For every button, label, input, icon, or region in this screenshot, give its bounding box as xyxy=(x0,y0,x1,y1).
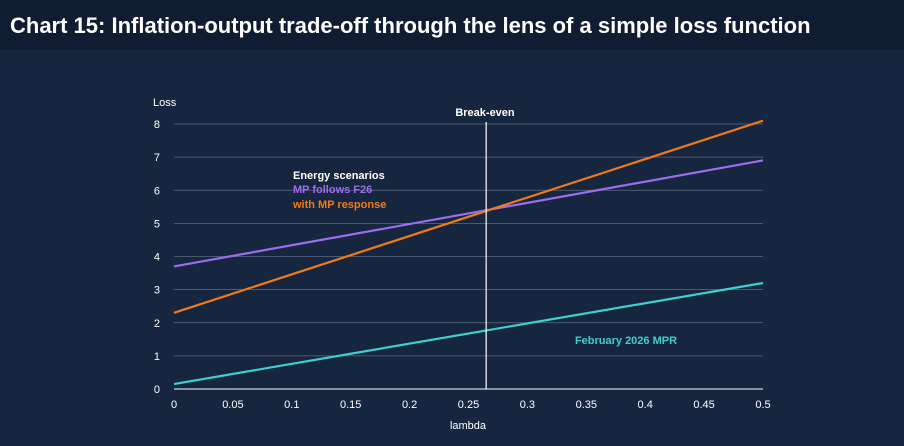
y-tick-label: 6 xyxy=(154,185,160,197)
gridlines xyxy=(174,123,763,390)
x-tick-label: 0.4 xyxy=(638,399,653,411)
series-line-february-2026-mpr xyxy=(173,281,764,386)
legend: Energy scenarios MP follows F26 with MP … xyxy=(292,170,386,211)
y-tick-label: 1 xyxy=(154,351,160,363)
legend-entry-mp-follows: MP follows F26 xyxy=(293,184,372,196)
x-tick-label: 0.05 xyxy=(222,399,243,411)
x-axis-label: lambda xyxy=(450,420,487,432)
x-tick-label: 0.2 xyxy=(402,399,417,411)
y-tick-label: 3 xyxy=(154,285,160,297)
break-even-label: Break-even xyxy=(455,107,515,119)
y-tick-label: 0 xyxy=(154,384,160,396)
y-tick-label: 7 xyxy=(154,152,160,164)
x-tick-label: 0.5 xyxy=(755,399,770,411)
y-tick-label: 5 xyxy=(154,218,160,230)
break-even-group: Break-even xyxy=(455,107,515,389)
x-tick-label: 0.35 xyxy=(576,399,597,411)
series xyxy=(173,119,764,386)
annotation-february-mpr: February 2026 MPR xyxy=(575,335,677,347)
x-tick-label: 0 xyxy=(171,399,177,411)
x-tick-label: 0.1 xyxy=(284,399,299,411)
x-tick-label: 0.3 xyxy=(520,399,535,411)
y-axis-label: Loss xyxy=(153,97,177,109)
x-tick-label: 0.15 xyxy=(340,399,361,411)
series-line-mp-follows-f26 xyxy=(173,159,764,268)
axes: Loss lambda 0 1 2 3 4 5 6 7 8 0 0.05 0.1 0.15 0.2 0.25… xyxy=(153,97,771,432)
chart-area: Loss lambda 0 1 2 3 4 5 6 7 8 0 0.05 0.1 0.15 0.2 0.25… xyxy=(0,50,904,446)
annotations: February 2026 MPR xyxy=(575,335,677,347)
x-tick-label: 0.25 xyxy=(458,399,479,411)
loss-chart: Loss lambda 0 1 2 3 4 5 6 7 8 0 0.05 0.1 0.15 0.2 0.25… xyxy=(153,97,771,432)
legend-entry-with-mp-response: with MP response xyxy=(292,199,386,211)
y-tick-label: 4 xyxy=(154,252,160,264)
chart-title: Chart 15: Inflation-output trade-off thr… xyxy=(10,13,811,38)
y-tick-label: 8 xyxy=(154,119,160,131)
y-tick-label: 2 xyxy=(154,318,160,330)
title-bar: Chart 15: Inflation-output trade-off thr… xyxy=(0,0,904,50)
series-line-with-mp-response xyxy=(173,119,764,314)
x-tick-label: 0.45 xyxy=(693,399,714,411)
legend-heading: Energy scenarios xyxy=(293,170,385,182)
